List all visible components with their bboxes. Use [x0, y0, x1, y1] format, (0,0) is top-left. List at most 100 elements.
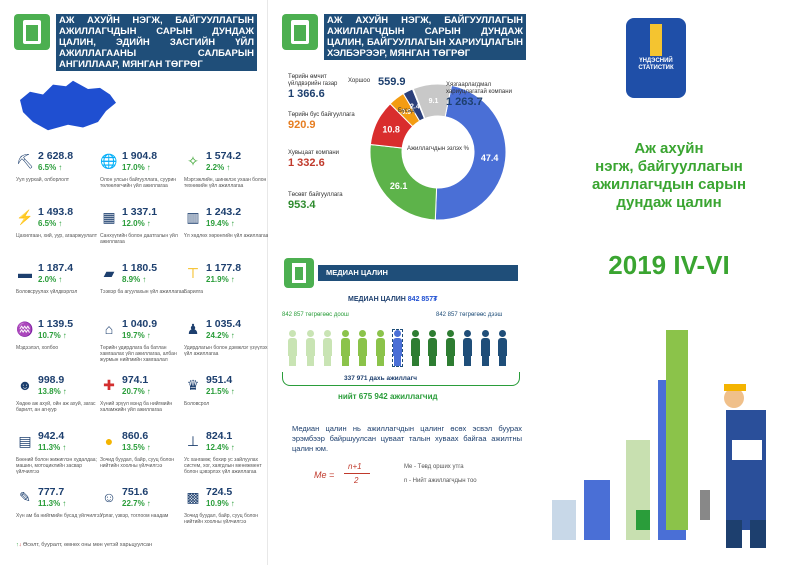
sector-value: 1 337.1	[122, 206, 158, 218]
sector-value: 1 574.2	[206, 150, 242, 162]
trend-up-icon: ↑	[146, 499, 151, 508]
dna-icon: ✧	[187, 152, 199, 169]
sector-label: Боловсрол	[184, 401, 210, 407]
slice-share-label: 10.8	[382, 124, 400, 134]
antenna-icon: ♒	[16, 320, 34, 337]
sector-growth: 2.2% ↑	[206, 163, 231, 172]
person-icon	[498, 330, 507, 366]
sector-item: ♒ 1 139.5 10.7% ↑ Мэдээлэл, холбоо	[16, 318, 102, 362]
sector-growth: 6.5% ↑	[38, 219, 63, 228]
person-icon	[305, 330, 315, 366]
sector-item: ⊥ 824.1 12.4% ↑ Ус хангамж; бохир ус зайлуул…	[184, 430, 270, 475]
sector-value: 1 035.4	[206, 318, 242, 330]
mongolia-map-icon	[20, 80, 116, 131]
sector-value: 998.9	[38, 374, 65, 386]
median-label: МЕДИАН ЦАЛИН 842 857₮	[348, 296, 438, 303]
total-label: нийт 675 942 ажиллагчид	[338, 392, 438, 401]
trend-up-icon: ↑	[230, 219, 235, 228]
sector-item: ▬ 1 187.4 2.0% ↑ Боловсруулах үйлдвэрлэл	[16, 262, 102, 306]
sector-item: ⊤ 1 177.8 21.9% ↑ Барилга	[184, 262, 270, 306]
sector-item: ✚ 974.1 20.7% ↑ Хүний эрүүл мэнд ба нийгмийн…	[100, 374, 186, 418]
sector-item: ▦ 1 337.1 12.0% ↑ Санхүүгийн болон даатгалын…	[100, 206, 186, 250]
label-cooperative-value: 559.9	[378, 76, 406, 88]
sector-value: 1 177.8	[206, 262, 242, 274]
trend-up-icon: ↑	[62, 499, 67, 508]
cow-icon: ⛏	[16, 152, 34, 169]
ownership-panel: АЖ АХУЙН НЭГЖ, БАЙГУУЛЛАГЫН АЖИЛЛАГЧДЫН …	[268, 0, 536, 565]
slice-share-label: 2.4	[410, 103, 420, 110]
masks-icon: ☺	[101, 489, 117, 505]
legend-text: Өсөлт, бууралт, өмнөх оны мөн үетэй харь…	[23, 542, 153, 548]
sector-growth: 6.5% ↑	[38, 163, 63, 172]
statistics-seal-icon: ҮНДЭСНИЙ СТАТИСТИК	[626, 18, 686, 98]
sector-item: ▰ 1 180.5 8.9% ↑ Тээвэр ба агуулахын үйл ажи…	[100, 262, 186, 306]
sector-value: 1 040.9	[122, 318, 158, 330]
sector-panel: АЖ АХУЙН НЭГЖ, БАЙГУУЛЛАГЫН АЖИЛЛАГЧДЫН …	[0, 0, 268, 565]
truck-icon: ▰	[103, 264, 115, 281]
sector-item: ♛ 951.4 21.5% ↑ Боловсрол	[184, 374, 270, 418]
sector-value: 2 628.8	[38, 150, 74, 162]
sector-value: 942.4	[38, 430, 65, 442]
sector-growth: 21.9% ↑	[206, 275, 235, 284]
sector-label: Олон улсын байгууллага, суурин төлөөлөгч…	[100, 177, 176, 189]
sector-title: АЖ АХУЙН НЭГЖ, БАЙГУУЛЛАГЫН АЖИЛЛАГЧДЫН …	[56, 14, 257, 71]
person-icon	[288, 330, 297, 366]
trend-up-icon: ↑	[58, 275, 63, 284]
person-icon	[428, 330, 437, 366]
trend-up-icon: ↑	[62, 331, 67, 340]
sector-growth: 19.7% ↑	[122, 331, 151, 340]
ownership-title: АЖ АХУЙН НЭГЖ, БАЙГУУЛЛАГЫН АЖИЛЛАГЧДЫН …	[324, 14, 526, 60]
sector-item: ▥ 1 243.2 19.4% ↑ Үл хөдлөх хөрөнгийн үйл аж…	[184, 206, 270, 250]
sector-item: ✧ 1 574.2 2.2% ↑ Мэргэжлийн, шинжлэх ухаан б…	[184, 150, 270, 194]
cart-icon: ▤	[18, 432, 32, 449]
trend-up-icon: ↑	[146, 387, 151, 396]
label-other: Бусад	[398, 108, 415, 114]
below-label: 842 857 төгрөгөөс доош	[282, 312, 349, 318]
sector-item: ▤ 942.4 11.3% ↑ Бөөний болон жижиглэн худалд…	[16, 430, 102, 475]
sector-value: 724.5	[206, 486, 233, 498]
people-icon: ♟	[186, 320, 200, 337]
slice-share-label: 9.1	[429, 98, 439, 105]
sector-value: 1 187.4	[38, 262, 74, 274]
sector-label: Зочид буудал, байр, сууц болон нийтийн х…	[184, 513, 259, 525]
salary-logo-icon	[282, 14, 318, 50]
hotel-icon: ▩	[186, 488, 200, 505]
sector-growth: 13.5% ↑	[122, 443, 151, 452]
slice-share-label: 26.1	[390, 181, 408, 191]
sector-label: Хүн ам ба нийгмийн бусад үйлчилгээ	[16, 513, 102, 519]
sector-label: Санхүүгийн болон даатгалын үйл ажиллагаа	[100, 233, 178, 245]
sector-value: 1 243.2	[206, 206, 242, 218]
person-icon	[340, 330, 350, 366]
sector-value: 1 139.5	[38, 318, 74, 330]
sector-value: 974.1	[122, 374, 149, 386]
sector-value: 751.6	[122, 486, 149, 498]
median-header: МЕДИАН ЦАЛИН	[284, 258, 534, 290]
graduation-icon: ♛	[186, 376, 200, 393]
person-icon	[323, 330, 332, 366]
label-llc: Хязгаарлагдмал хариуцлагатай компани 1 26…	[446, 82, 512, 108]
donut-center-label: Ажиллагчдын эзлэх %	[407, 146, 470, 152]
sector-growth: 11.3% ↑	[38, 499, 67, 508]
label-state-enterprise: Төрийн өмчит үйлдвэрийн газар 1 366.6	[288, 74, 338, 100]
sector-item: ☻ 998.9 13.8% ↑ Хөдөө аж ахуй, ойн аж ахуй, …	[16, 374, 102, 418]
trend-up-icon: ↑	[230, 331, 235, 340]
crane-icon: ⊤	[186, 264, 200, 281]
trend-up-icon: ↑	[58, 219, 63, 228]
sector-item: ⌂ 1 040.9 19.7% ↑ Төрийн удирдлага ба батлан…	[100, 318, 186, 363]
trend-up-icon: ↑	[230, 275, 235, 284]
sector-item: ♟ 1 035.4 24.2% ↑ Удирдлагын болон дэмжлэг ү…	[184, 318, 270, 362]
ownership-donut-chart: 47.4 26.1 10.8 3.9 2.4 9.1 Ажиллагчдын эзлэх %…	[278, 70, 533, 230]
sector-label: Зочид буудал, байр, сууц болон нийтийн х…	[100, 457, 175, 469]
sector-item: ● 860.6 13.5% ↑ Зочид буудал, байр, сууц бол…	[100, 430, 186, 474]
people-row	[288, 329, 518, 370]
sector-item: ⚡ 1 493.8 6.5% ↑ Цахилгаан, хий, уур, агаарж…	[16, 206, 102, 250]
sector-label: Барилга	[184, 289, 204, 295]
person-icon	[392, 329, 403, 367]
wrench-icon: ✎	[19, 488, 31, 505]
donut-slice	[369, 143, 438, 221]
sector-label: Төрийн удирдлага ба батлан хамгаалах үйл…	[100, 345, 177, 363]
lightning-icon: ⚡	[16, 208, 34, 225]
sector-growth: 21.5% ↑	[206, 387, 235, 396]
sector-growth: 22.7% ↑	[122, 499, 151, 508]
sector-item: ☺ 751.6 22.7% ↑ Урлаг, үзвэр, тоглоом наадам	[100, 486, 186, 530]
